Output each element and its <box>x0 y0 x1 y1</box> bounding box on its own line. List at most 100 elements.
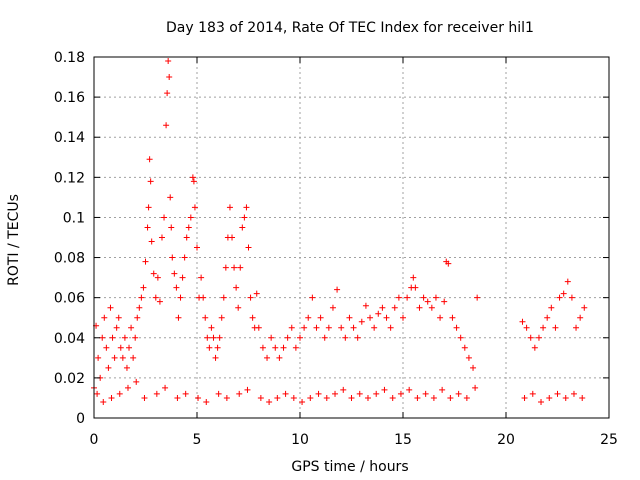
data-point <box>147 178 154 185</box>
data-point <box>235 304 242 311</box>
data-point <box>195 394 202 401</box>
x-axis-label: GPS time / hours <box>291 459 408 475</box>
data-point <box>455 390 462 397</box>
data-point <box>113 324 120 331</box>
data-point <box>424 298 431 305</box>
data-point <box>554 390 561 397</box>
data-point <box>214 344 221 351</box>
data-point <box>428 304 435 311</box>
data-point <box>449 314 456 321</box>
data-point <box>432 294 439 301</box>
data-point <box>581 304 588 311</box>
data-point <box>453 324 460 331</box>
x-tick-label: 15 <box>394 432 412 448</box>
data-point <box>309 294 316 301</box>
data-point <box>121 334 128 341</box>
data-point <box>174 394 181 401</box>
data-point <box>463 394 470 401</box>
data-point <box>445 260 452 267</box>
data-point <box>346 314 353 321</box>
data-point <box>350 324 357 331</box>
plot-frame <box>93 56 610 419</box>
data-point <box>472 384 479 391</box>
data-point <box>259 344 266 351</box>
data-point <box>255 324 262 331</box>
data-point <box>373 390 380 397</box>
data-point <box>430 394 437 401</box>
data-point <box>99 334 106 341</box>
y-tick-label: 0.18 <box>54 50 85 66</box>
data-point <box>136 304 143 311</box>
y-tick-label: 0.16 <box>54 90 85 106</box>
data-point <box>200 294 207 301</box>
x-tick-label: 25 <box>600 432 618 448</box>
data-point <box>292 344 299 351</box>
data-point <box>412 284 419 291</box>
data-point <box>167 194 174 201</box>
data-point <box>420 294 427 301</box>
y-tick-label: 0.08 <box>54 251 85 267</box>
data-point <box>239 224 246 231</box>
data-point <box>540 324 547 331</box>
data-point <box>132 334 139 341</box>
x-tick-labels: 0 5 10 15 20 25 <box>90 432 618 448</box>
data-point <box>387 324 394 331</box>
y-tick-label: 0.04 <box>54 331 85 347</box>
y-tick-label: 0.06 <box>54 291 85 307</box>
data-point <box>138 294 145 301</box>
axis-ticks <box>93 56 610 419</box>
data-point <box>447 394 454 401</box>
data-point <box>109 334 116 341</box>
data-point <box>379 304 386 311</box>
data-point <box>321 334 328 341</box>
data-point <box>202 314 209 321</box>
data-point <box>579 394 586 401</box>
data-point <box>301 324 308 331</box>
data-point <box>126 344 133 351</box>
data-point <box>218 314 225 321</box>
data-point <box>206 344 213 351</box>
data-point <box>323 394 330 401</box>
data-point <box>108 394 115 401</box>
data-point <box>317 314 324 321</box>
data-point <box>457 334 464 341</box>
data-point <box>299 398 306 405</box>
data-point <box>371 324 378 331</box>
data-point <box>144 224 151 231</box>
data-point <box>210 334 217 341</box>
x-tick-label: 20 <box>497 432 515 448</box>
data-point <box>115 314 122 321</box>
data-point <box>212 354 219 361</box>
data-point <box>162 384 169 391</box>
data-point <box>527 334 534 341</box>
data-point <box>470 364 477 371</box>
data-point <box>189 174 196 181</box>
data-point <box>247 294 254 301</box>
data-point <box>272 344 279 351</box>
data-point <box>94 390 101 397</box>
data-point <box>519 318 526 325</box>
data-point <box>381 386 388 393</box>
data-point <box>163 122 170 129</box>
y-tick-labels: 0 0.02 0.04 0.06 0.08 0.1 0.12 0.14 0.16 0.18 <box>54 50 85 427</box>
data-point <box>101 314 108 321</box>
data-point <box>364 394 371 401</box>
data-point <box>169 254 176 261</box>
data-point <box>564 278 571 285</box>
data-point <box>538 398 545 405</box>
y-tick-label: 0 <box>76 411 85 427</box>
data-points <box>91 58 588 405</box>
data-point <box>245 244 252 251</box>
data-point <box>284 334 291 341</box>
y-tick-label: 0.12 <box>54 170 85 186</box>
data-point <box>437 314 444 321</box>
data-point <box>338 324 345 331</box>
data-point <box>556 294 563 301</box>
data-point <box>145 204 152 211</box>
data-point <box>226 204 233 211</box>
data-point <box>175 314 182 321</box>
data-point <box>570 390 577 397</box>
data-point <box>354 334 361 341</box>
grid-lines <box>94 57 609 418</box>
